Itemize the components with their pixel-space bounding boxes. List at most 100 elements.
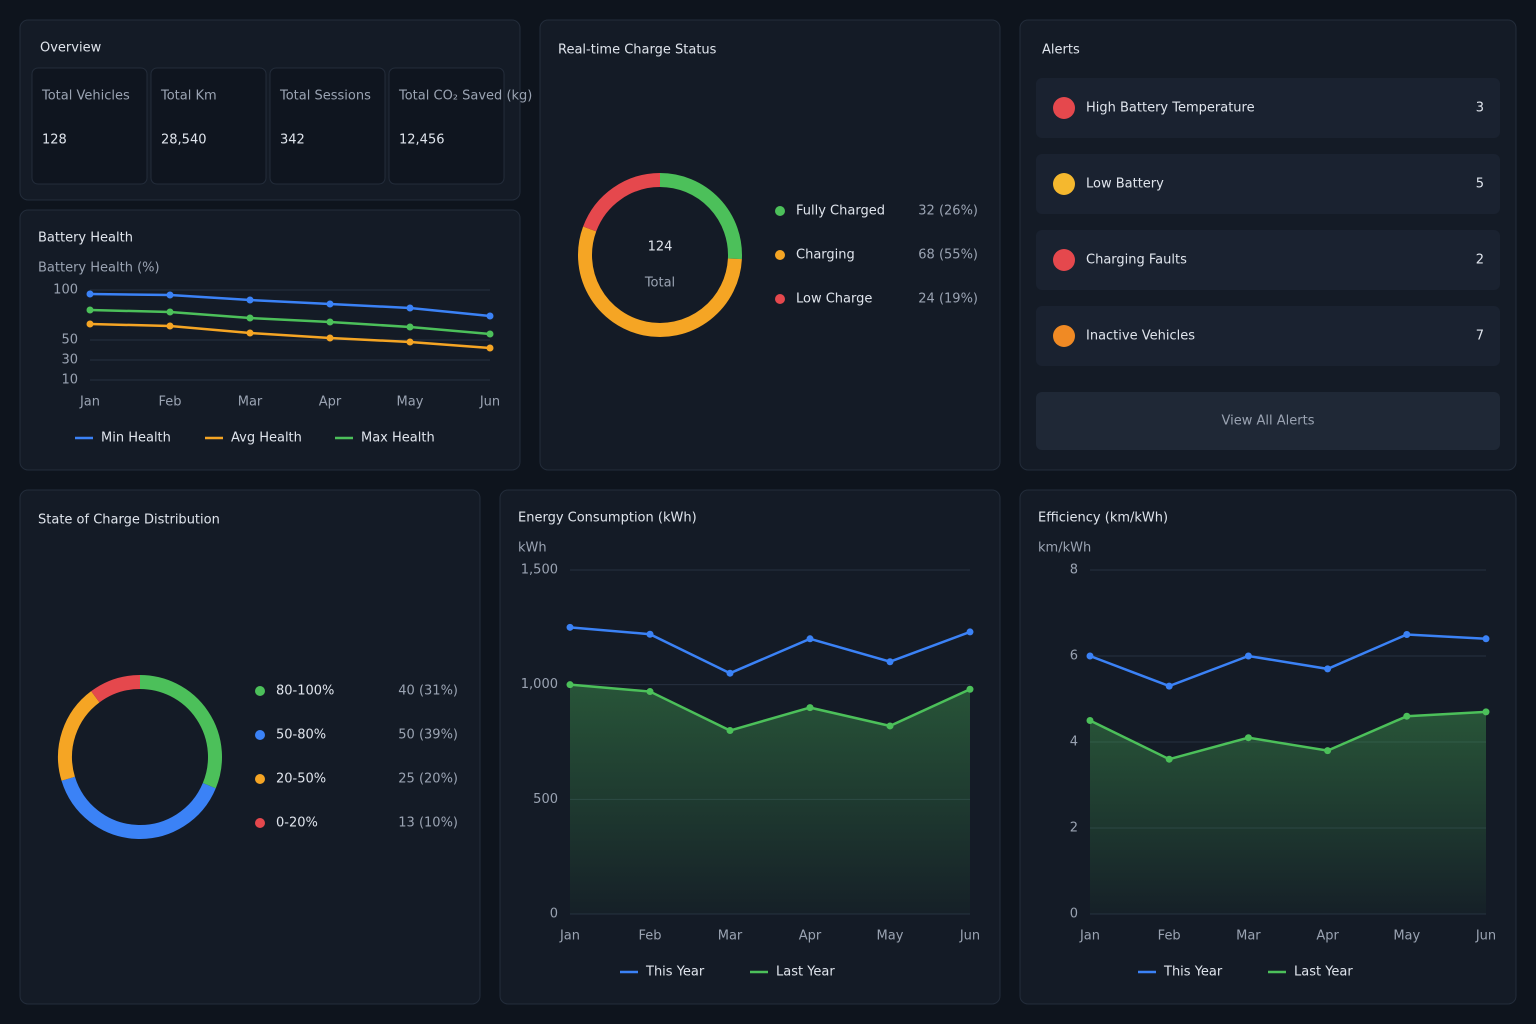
point bbox=[326, 300, 334, 308]
value-label: 24 (19%) bbox=[918, 292, 978, 307]
legend-dot bbox=[255, 730, 265, 740]
y-axis-label: km/kWh bbox=[1038, 541, 1091, 556]
alert-label: High Battery Temperature bbox=[1086, 101, 1255, 116]
area bbox=[1090, 711, 1486, 914]
x-tick-label: Apr bbox=[1316, 929, 1339, 944]
point bbox=[166, 291, 174, 299]
legend-dot bbox=[255, 818, 265, 828]
donut-segment bbox=[578, 226, 742, 337]
point bbox=[966, 685, 974, 693]
legend-label: Low Charge bbox=[796, 292, 872, 307]
x-tick-label: Jan bbox=[559, 929, 580, 944]
alert-count: 2 bbox=[1476, 253, 1484, 268]
value-label: 68 (55%) bbox=[918, 248, 978, 263]
donut-segment bbox=[583, 173, 661, 232]
series-line bbox=[89, 292, 491, 318]
alert-count: 7 bbox=[1476, 329, 1484, 344]
y-tick-label: 100 bbox=[53, 283, 78, 298]
x-tick-label: Mar bbox=[238, 395, 263, 410]
donut-total-label: Total bbox=[644, 276, 675, 291]
kpi-card bbox=[269, 67, 386, 185]
point bbox=[646, 688, 654, 696]
point bbox=[406, 323, 414, 331]
point bbox=[486, 312, 494, 320]
point bbox=[166, 322, 174, 330]
point bbox=[406, 304, 414, 312]
view-all-button[interactable] bbox=[1036, 392, 1500, 450]
point bbox=[246, 314, 254, 322]
legend-label: 50-80% bbox=[276, 728, 326, 743]
kpi-value: 28,540 bbox=[161, 133, 207, 148]
value-label: 32 (26%) bbox=[918, 204, 978, 219]
point bbox=[726, 669, 734, 677]
alert-row[interactable] bbox=[1036, 154, 1500, 214]
legend-dot bbox=[775, 206, 785, 216]
point bbox=[86, 320, 94, 328]
alert-row[interactable] bbox=[1036, 306, 1500, 366]
legend-label: 0-20% bbox=[276, 816, 318, 831]
chart-title: Real-time Charge Status bbox=[558, 43, 717, 58]
donut-segment bbox=[58, 691, 100, 781]
alert-count: 5 bbox=[1476, 177, 1484, 192]
point bbox=[566, 681, 574, 689]
kpi-label: Total Sessions bbox=[279, 89, 371, 104]
kpi-value: 342 bbox=[280, 133, 305, 148]
y-tick-label: 6 bbox=[1070, 649, 1078, 664]
legend-label: Last Year bbox=[776, 965, 835, 980]
series-line bbox=[569, 683, 971, 732]
point bbox=[886, 658, 894, 666]
y-tick-label: 4 bbox=[1070, 735, 1078, 750]
value-label: 50 (39%) bbox=[398, 728, 458, 743]
point bbox=[1482, 635, 1490, 643]
y-tick-label: 0 bbox=[550, 907, 558, 922]
alert-icon bbox=[1053, 173, 1075, 195]
point bbox=[246, 329, 254, 337]
value-label: 25 (20%) bbox=[398, 772, 458, 787]
point bbox=[966, 628, 974, 636]
series-line bbox=[1089, 710, 1487, 761]
x-tick-label: Jan bbox=[1079, 929, 1100, 944]
point bbox=[1244, 652, 1252, 660]
x-tick-label: Jun bbox=[479, 395, 500, 410]
donut-segment bbox=[139, 675, 222, 789]
alert-icon bbox=[1053, 249, 1075, 271]
point bbox=[806, 635, 814, 643]
kpi-value: 12,456 bbox=[399, 133, 445, 148]
kpi-card bbox=[388, 67, 505, 185]
alert-row[interactable] bbox=[1036, 78, 1500, 138]
panel bbox=[539, 19, 1001, 471]
chart-title: Efficiency (km/kWh) bbox=[1038, 511, 1168, 526]
x-tick-label: Feb bbox=[638, 929, 661, 944]
kpi-value: 128 bbox=[42, 133, 67, 148]
x-tick-label: Mar bbox=[1236, 929, 1261, 944]
kpi-card bbox=[150, 67, 267, 185]
x-tick-label: Jun bbox=[1475, 929, 1496, 944]
point bbox=[406, 338, 414, 346]
x-tick-label: Feb bbox=[1158, 929, 1181, 944]
y-tick-label: 1,000 bbox=[521, 677, 558, 692]
alert-icon bbox=[1053, 97, 1075, 119]
donut-total: 124 bbox=[648, 240, 673, 255]
point bbox=[1482, 708, 1490, 716]
chart-title: State of Charge Distribution bbox=[38, 513, 220, 528]
kpi-label: Total Km bbox=[160, 89, 217, 104]
legend-label: Last Year bbox=[1294, 965, 1353, 980]
section-title: Overview bbox=[40, 41, 102, 56]
point bbox=[1165, 755, 1173, 763]
x-tick-label: Apr bbox=[319, 395, 342, 410]
point bbox=[86, 290, 94, 298]
alert-icon bbox=[1053, 325, 1075, 347]
legend-label: Fully Charged bbox=[796, 204, 885, 219]
point bbox=[166, 308, 174, 316]
point bbox=[1086, 717, 1094, 724]
y-tick-label: 8 bbox=[1070, 563, 1078, 578]
view-all-label[interactable]: View All Alerts bbox=[1222, 414, 1315, 429]
y-tick-label: 0 bbox=[1070, 907, 1078, 922]
section-title: Alerts bbox=[1042, 43, 1080, 58]
y-tick-label: 30 bbox=[61, 353, 78, 368]
donut-segment bbox=[91, 675, 141, 703]
y-tick-label: 1,500 bbox=[521, 563, 558, 578]
alert-row[interactable] bbox=[1036, 230, 1500, 290]
alert-label: Inactive Vehicles bbox=[1086, 329, 1195, 344]
